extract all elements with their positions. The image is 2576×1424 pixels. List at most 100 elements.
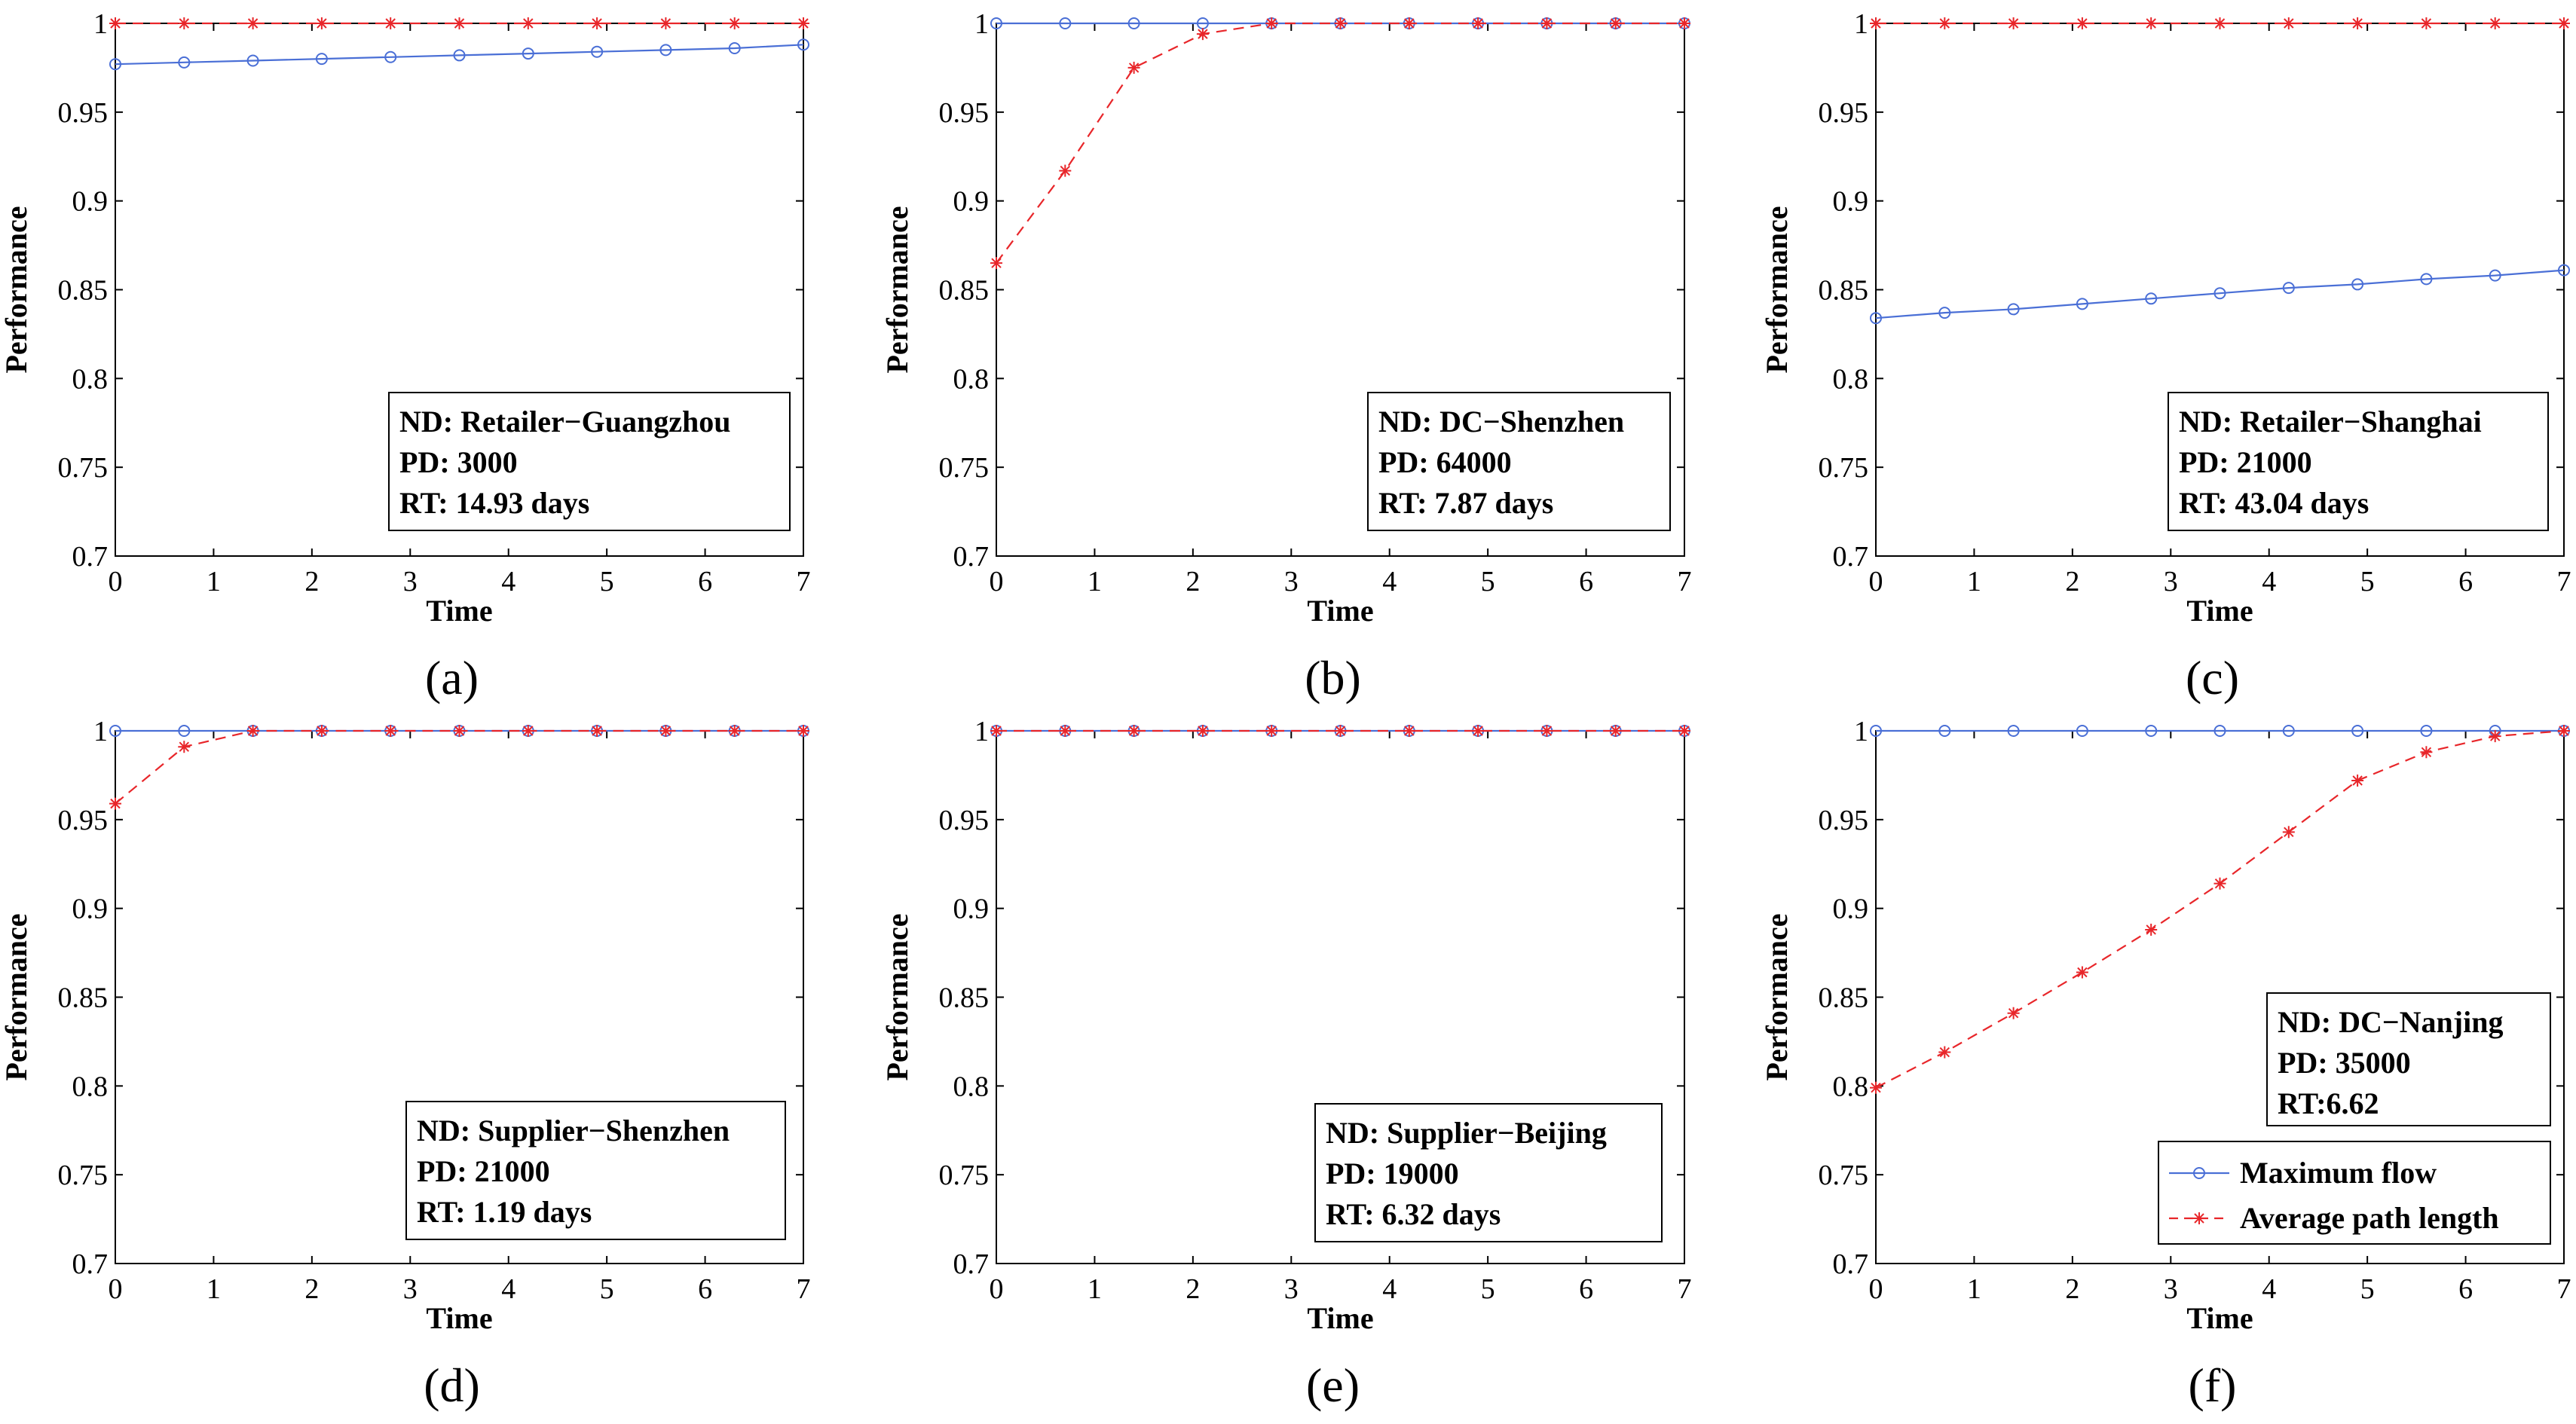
star-stroke <box>660 18 672 29</box>
data-point-average-path-length <box>1540 725 1553 737</box>
data-point-average-path-length <box>1678 725 1690 737</box>
data-point-average-path-length <box>591 725 604 737</box>
annotation-line: ND: DC−Shenzhen <box>1378 405 1624 439</box>
x-tick-label: 2 <box>304 1273 319 1305</box>
data-point-average-path-length <box>591 17 604 29</box>
x-tick-label: 0 <box>990 566 1004 597</box>
data-point-average-path-length <box>1265 725 1278 737</box>
star-stroke <box>110 18 121 29</box>
series-line-maximum-flow <box>1875 269 2565 319</box>
x-tick-label: 0 <box>990 1273 1004 1305</box>
data-point-average-path-length <box>1196 725 1209 737</box>
x-tick-label: 6 <box>1579 566 1593 597</box>
data-point-maximum-flow <box>2145 725 2158 737</box>
data-point-maximum-flow <box>2213 287 2226 300</box>
data-point-maximum-flow <box>2282 282 2295 295</box>
data-point-average-path-length <box>659 725 672 737</box>
panel-caption: (b) <box>1305 651 1361 704</box>
data-point-average-path-length <box>2213 17 2226 29</box>
data-point-average-path-length <box>2558 725 2570 737</box>
data-point-average-path-length <box>797 17 809 29</box>
data-point-maximum-flow <box>522 47 534 60</box>
x-axis-label: Time <box>426 1301 492 1335</box>
data-point-average-path-length <box>1059 164 1072 177</box>
x-tick-label: 6 <box>698 566 712 597</box>
star-stroke <box>385 18 396 29</box>
panel-c: 0 1 2 3 4 5 6 7 0.7 0.75 0.8 0.85 0.9 0.95 1 Time Perfor… <box>1760 8 2571 704</box>
x-tick-label: 0 <box>109 566 123 597</box>
annotation-line: RT: 6.32 days <box>1326 1197 1501 1231</box>
star-stroke <box>1871 1082 1881 1093</box>
annotation-line: PD: 35000 <box>2278 1046 2411 1080</box>
data-point-average-path-length <box>1609 17 1622 29</box>
x-tick-label: 0 <box>1869 566 1883 597</box>
star-stroke <box>1541 18 1553 29</box>
x-tick-label: 5 <box>600 566 614 597</box>
star-stroke <box>179 741 190 752</box>
star-stroke <box>1871 18 1881 29</box>
x-tick-label: 2 <box>2065 1273 2079 1305</box>
star-stroke <box>2421 18 2432 29</box>
y-tick-label: 0.9 <box>953 186 990 218</box>
data-point-average-path-length <box>2007 1007 2020 1019</box>
star-stroke <box>523 726 534 736</box>
star-stroke <box>1198 726 1208 736</box>
y-tick-label: 0.75 <box>939 452 990 484</box>
x-tick-label: 5 <box>2360 1273 2375 1305</box>
x-tick-label: 4 <box>1382 566 1397 597</box>
y-tick-label: 0.95 <box>939 97 990 129</box>
star-stroke <box>2008 18 2019 29</box>
data-point-average-path-length <box>990 725 1002 737</box>
data-point-average-path-length <box>246 17 259 29</box>
panel-d: 0 1 2 3 4 5 6 7 0.7 0.75 0.8 0.85 0.9 0.95 1 Time Perfor… <box>0 716 811 1412</box>
star-stroke <box>1335 18 1346 29</box>
x-tick-label: 1 <box>207 1273 221 1305</box>
annotation-line: ND: Retailer−Guangzhou <box>399 405 730 439</box>
data-point-average-path-length <box>2282 17 2295 29</box>
annotation-box <box>2266 992 2551 1126</box>
annotation-line: RT: 43.04 days <box>2179 486 2369 520</box>
y-tick-label: 0.7 <box>1833 1248 1869 1280</box>
y-tick-label: 0.8 <box>953 363 990 395</box>
legend-label: Maximum flow <box>2240 1156 2437 1190</box>
annotation-box <box>1367 392 1671 531</box>
y-tick-label: 0.75 <box>1819 452 1869 484</box>
star-stroke <box>592 18 602 29</box>
y-tick-label: 0.9 <box>953 894 990 925</box>
data-point-average-path-length <box>2489 730 2501 743</box>
star-stroke <box>317 18 327 29</box>
series-line-maximum-flow <box>115 44 804 66</box>
data-point-average-path-length <box>109 17 121 29</box>
star-stroke <box>1335 726 1346 736</box>
star-stroke <box>592 726 602 736</box>
y-tick-label: 0.9 <box>72 894 109 925</box>
annotation-line: PD: 19000 <box>1326 1157 1459 1190</box>
star-stroke <box>2008 1008 2019 1019</box>
annotation-line: ND: Retailer−Shanghai <box>2179 405 2482 439</box>
x-tick-label: 3 <box>2164 566 2178 597</box>
data-point-maximum-flow <box>2489 269 2501 282</box>
y-tick-label: 0.9 <box>72 186 109 218</box>
x-tick-label: 6 <box>1579 1273 1593 1305</box>
x-tick-label: 3 <box>1284 1273 1299 1305</box>
data-point-maximum-flow <box>2076 725 2088 737</box>
legend-marker-star <box>2193 1212 2205 1224</box>
star-stroke <box>729 726 740 736</box>
legend-box <box>2158 1141 2551 1245</box>
data-point-maximum-flow <box>2351 725 2364 737</box>
star-stroke <box>1128 63 1140 73</box>
x-axis-label: Time <box>426 594 492 628</box>
star-stroke <box>2421 747 2432 757</box>
x-tick-label: 5 <box>600 1273 614 1305</box>
x-tick-label: 1 <box>1088 1273 1102 1305</box>
y-tick-label: 0.85 <box>1819 982 1869 1014</box>
data-point-average-path-length <box>2282 826 2295 839</box>
panel-e: 0 1 2 3 4 5 6 7 0.7 0.75 0.8 0.85 0.9 0.95 1 Time Perfor… <box>880 716 1692 1412</box>
data-point-average-path-length <box>1059 725 1072 737</box>
panel-caption: (c) <box>2186 651 2239 704</box>
x-tick-label: 7 <box>1678 1273 1692 1305</box>
data-point-average-path-length <box>178 741 191 753</box>
data-point-average-path-length <box>2076 966 2088 979</box>
series-line-average-path-length <box>996 22 1684 264</box>
x-tick-label: 3 <box>1284 566 1299 597</box>
